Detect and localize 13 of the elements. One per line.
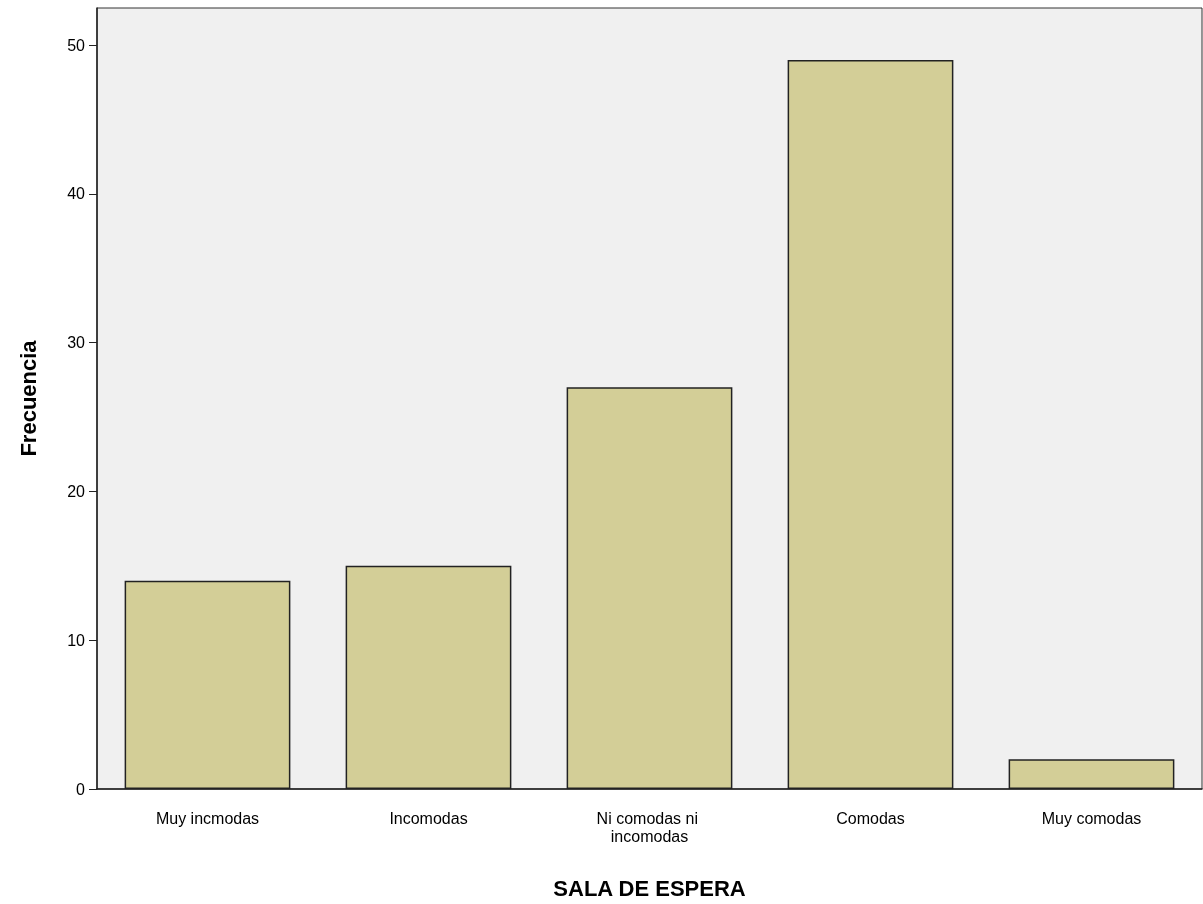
y-tick-label: 50 xyxy=(67,36,86,54)
x-tick-label: Muy incmodas xyxy=(155,809,260,827)
x-tick-label: Comodas xyxy=(836,809,905,827)
y-tick-label: 0 xyxy=(76,780,86,798)
x-tick-label: Ni comodas ni incomodas xyxy=(596,809,703,845)
x-axis-title: SALA DE ESPERA xyxy=(553,875,746,901)
y-tick-label: 30 xyxy=(67,334,86,352)
x-tick-label: Incomodas xyxy=(389,809,468,827)
y-tick-label: 40 xyxy=(67,185,86,203)
y-tick-label: 10 xyxy=(67,631,86,649)
y-tick-label: 20 xyxy=(67,482,86,500)
x-tick-label: Muy comodas xyxy=(1041,809,1142,827)
y-axis-title: Frecuencia xyxy=(15,339,41,457)
